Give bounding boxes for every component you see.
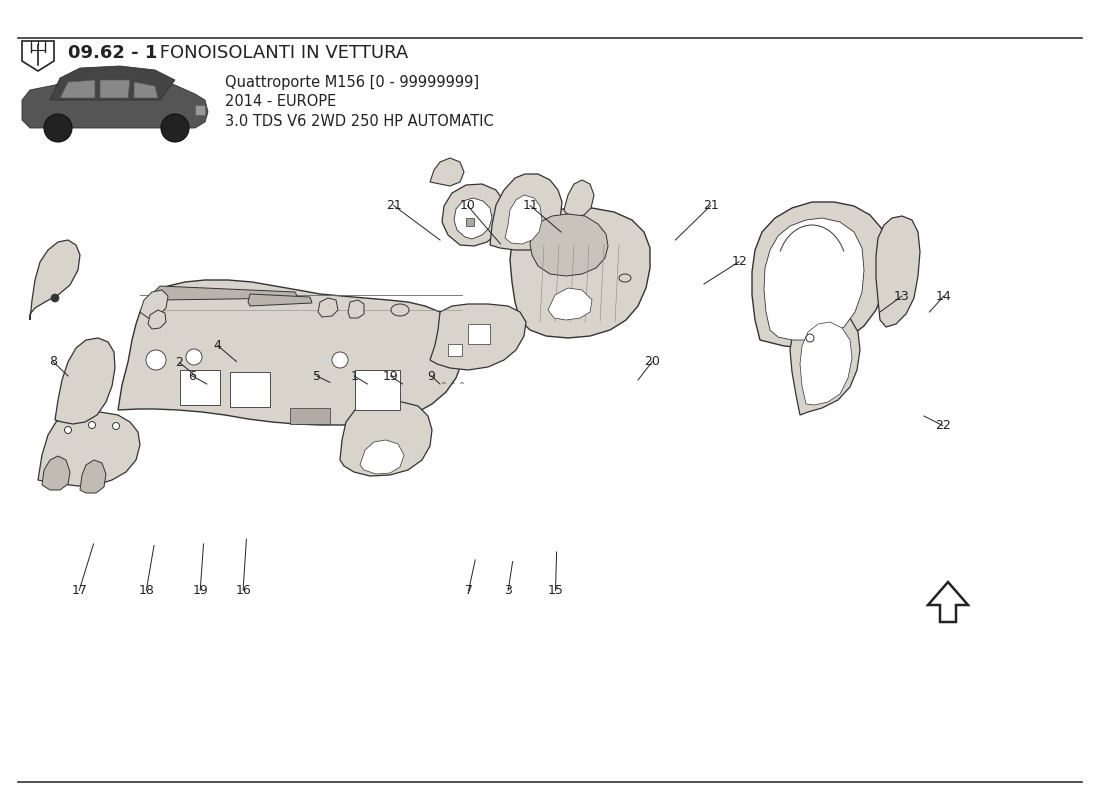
Text: 9: 9: [427, 370, 436, 382]
Text: 5: 5: [312, 370, 321, 382]
Text: 7: 7: [464, 584, 473, 597]
Circle shape: [146, 350, 166, 370]
Circle shape: [806, 334, 814, 342]
Polygon shape: [510, 208, 650, 338]
Text: 21: 21: [703, 199, 718, 212]
Polygon shape: [505, 195, 542, 244]
Polygon shape: [55, 338, 116, 424]
Polygon shape: [340, 402, 432, 476]
Polygon shape: [118, 280, 464, 425]
Text: 12: 12: [732, 255, 747, 268]
Polygon shape: [318, 298, 338, 317]
Text: FONOISOLANTI IN VETTURA: FONOISOLANTI IN VETTURA: [154, 44, 408, 62]
Polygon shape: [134, 82, 158, 98]
Polygon shape: [355, 370, 400, 410]
Text: 4: 4: [213, 339, 222, 352]
Text: 21: 21: [386, 199, 402, 212]
Polygon shape: [490, 174, 562, 250]
Polygon shape: [30, 240, 80, 320]
Text: 11: 11: [522, 199, 538, 212]
Polygon shape: [42, 456, 70, 490]
Polygon shape: [360, 440, 404, 474]
Polygon shape: [195, 105, 205, 115]
Polygon shape: [928, 582, 968, 622]
Text: 18: 18: [139, 584, 154, 597]
Text: ^: ^: [440, 382, 446, 388]
Text: 19: 19: [383, 370, 398, 382]
Polygon shape: [430, 158, 464, 186]
Polygon shape: [790, 308, 860, 415]
Text: 6: 6: [188, 370, 197, 382]
Text: 2: 2: [175, 356, 184, 369]
Circle shape: [65, 426, 72, 434]
Polygon shape: [430, 304, 526, 370]
Text: 3: 3: [504, 584, 513, 597]
Polygon shape: [800, 322, 852, 405]
Ellipse shape: [390, 304, 409, 316]
Polygon shape: [876, 216, 920, 327]
Text: 1: 1: [350, 370, 359, 382]
Circle shape: [88, 422, 96, 429]
Text: 20: 20: [645, 355, 660, 368]
Text: ^: ^: [458, 382, 464, 388]
Ellipse shape: [619, 274, 631, 282]
Polygon shape: [100, 80, 130, 98]
Text: 17: 17: [72, 584, 87, 597]
Polygon shape: [148, 310, 166, 329]
Polygon shape: [80, 460, 106, 493]
Polygon shape: [248, 294, 312, 306]
Polygon shape: [230, 372, 270, 407]
Circle shape: [44, 114, 72, 142]
Circle shape: [186, 349, 202, 365]
Polygon shape: [290, 408, 330, 424]
Polygon shape: [152, 286, 298, 300]
Polygon shape: [564, 180, 594, 217]
Polygon shape: [448, 344, 462, 356]
Text: 14: 14: [936, 290, 952, 302]
Polygon shape: [752, 202, 888, 348]
Text: 13: 13: [894, 290, 910, 302]
Circle shape: [112, 422, 120, 430]
Text: 8: 8: [48, 355, 57, 368]
Polygon shape: [442, 184, 506, 246]
Text: 10: 10: [460, 199, 475, 212]
Text: 15: 15: [548, 584, 563, 597]
Text: ^: ^: [449, 382, 455, 388]
Polygon shape: [468, 324, 490, 344]
Polygon shape: [22, 41, 54, 71]
Polygon shape: [454, 198, 492, 239]
Text: 2014 - EUROPE: 2014 - EUROPE: [226, 94, 337, 110]
Polygon shape: [530, 214, 608, 276]
Text: 09.62 - 1: 09.62 - 1: [68, 44, 157, 62]
Polygon shape: [764, 218, 864, 340]
Polygon shape: [348, 300, 364, 318]
Text: 22: 22: [935, 419, 950, 432]
Circle shape: [332, 352, 348, 368]
Text: 16: 16: [235, 584, 251, 597]
Polygon shape: [180, 370, 220, 405]
Polygon shape: [60, 80, 95, 98]
Text: 19: 19: [192, 584, 208, 597]
Polygon shape: [140, 290, 168, 318]
Polygon shape: [22, 76, 208, 128]
Polygon shape: [39, 412, 140, 486]
Polygon shape: [466, 218, 474, 226]
Circle shape: [51, 294, 59, 302]
Text: Quattroporte M156 [0 - 99999999]: Quattroporte M156 [0 - 99999999]: [226, 74, 480, 90]
Text: 3.0 TDS V6 2WD 250 HP AUTOMATIC: 3.0 TDS V6 2WD 250 HP AUTOMATIC: [226, 114, 494, 130]
Polygon shape: [548, 288, 592, 320]
Polygon shape: [50, 66, 175, 100]
Circle shape: [161, 114, 189, 142]
